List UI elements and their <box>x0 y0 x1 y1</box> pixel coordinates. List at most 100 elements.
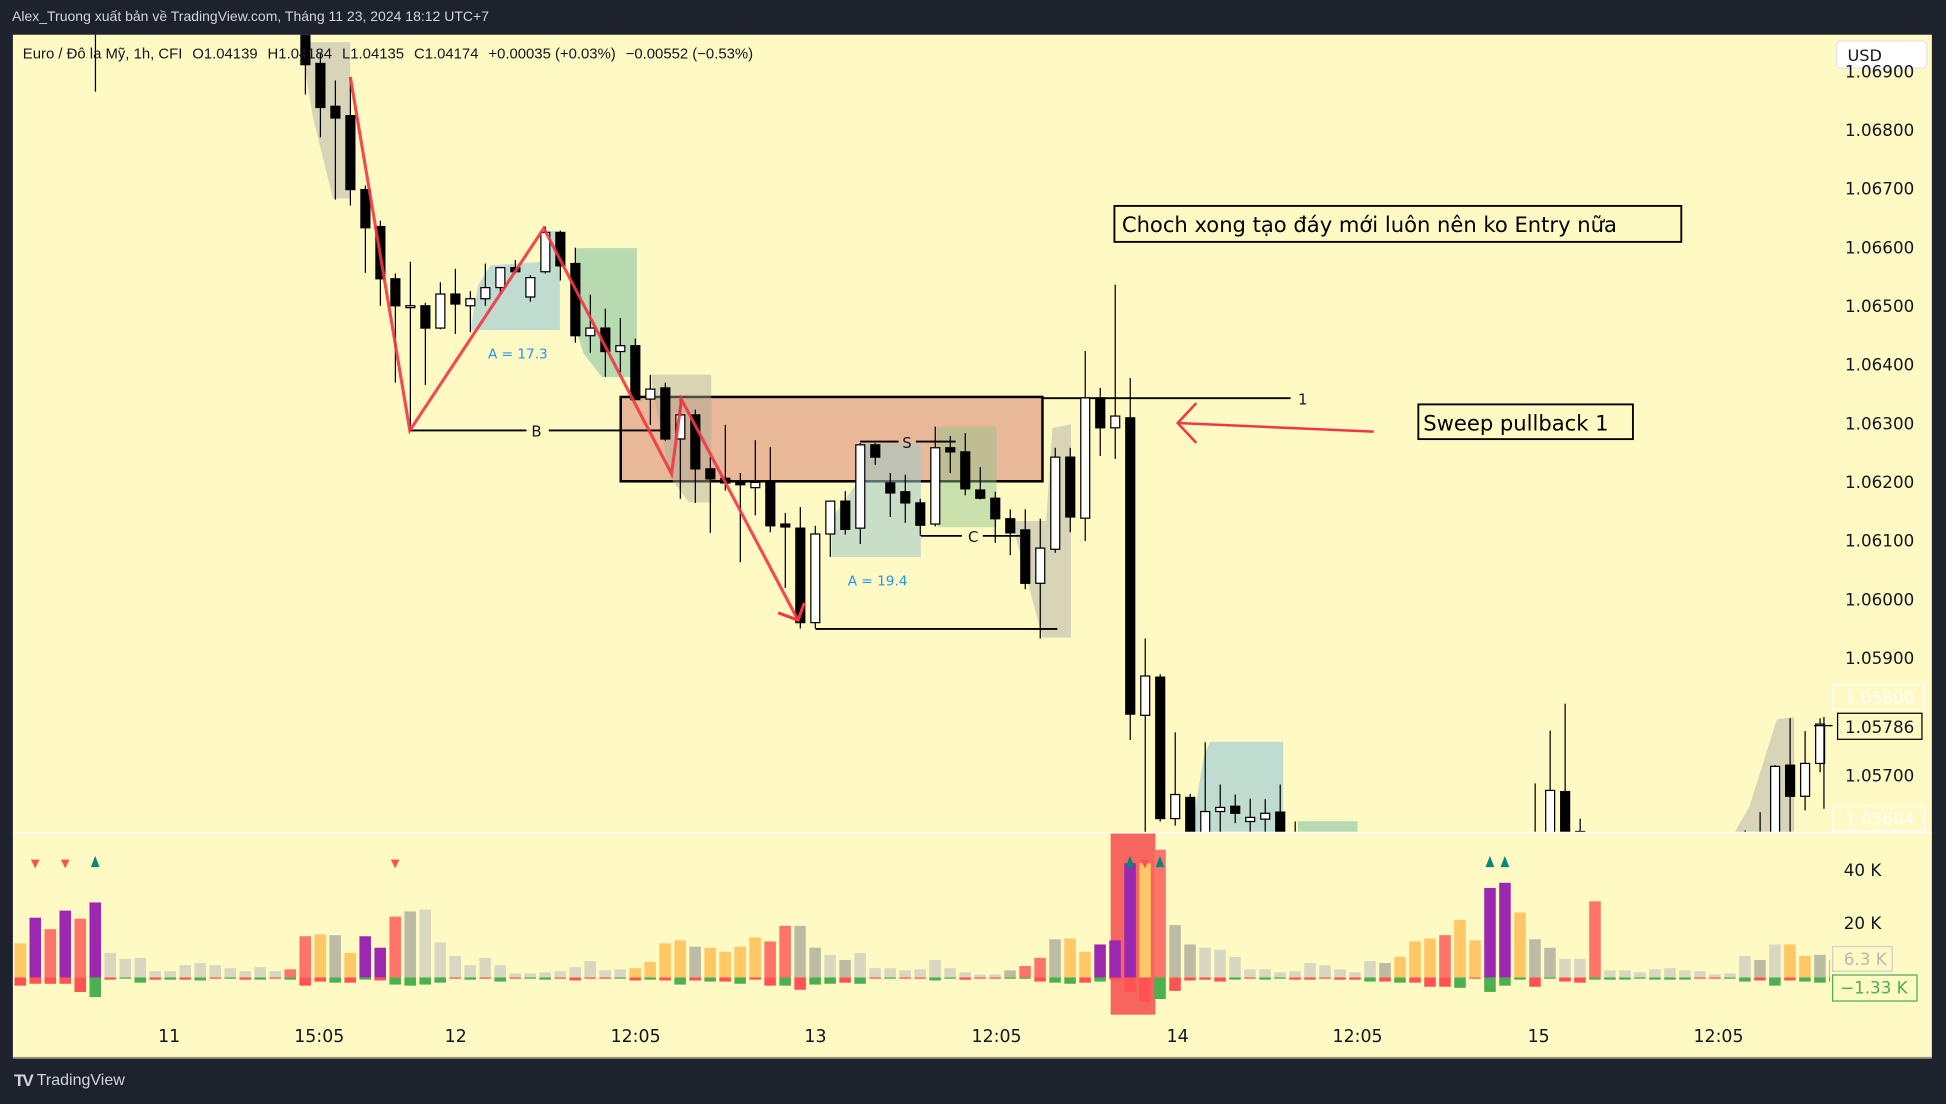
volume-bar <box>1004 970 1016 978</box>
delta-bar <box>179 977 192 980</box>
current-price-label: 1.05786 <box>1814 712 1923 809</box>
label-s: S <box>902 434 911 452</box>
candle-body-up <box>810 533 821 624</box>
currency-button[interactable] <box>1835 40 1928 69</box>
price-tick: 1.05700 <box>1845 765 1914 785</box>
volume-bar <box>1244 969 1256 978</box>
candle <box>1050 447 1061 553</box>
delta-bar <box>1154 977 1166 1000</box>
svg-text:6.3 K: 6.3 K <box>1844 949 1888 969</box>
volume-bar <box>704 947 716 978</box>
delta-bar <box>1079 977 1091 983</box>
delta-bar <box>989 977 1001 979</box>
volume-bar <box>974 974 986 978</box>
delta-bar <box>1619 977 1631 980</box>
volume-bar <box>1634 972 1646 978</box>
candle-body-down <box>960 451 971 490</box>
candle-body-up <box>525 276 536 298</box>
delta-bar <box>1349 977 1361 980</box>
volume-bar <box>689 946 701 978</box>
delta-bar <box>1829 977 1831 982</box>
zone-green-3 <box>1297 821 1358 833</box>
triangle-up-icon <box>1500 855 1510 868</box>
delta-bar <box>1814 977 1826 983</box>
candle <box>615 318 626 373</box>
delta-bar <box>494 977 506 982</box>
candle <box>1294 821 1296 833</box>
delta-bar <box>1679 977 1691 980</box>
candle <box>1534 783 1536 833</box>
volume-value-label: 6.3 K <box>1832 945 1893 972</box>
volume-bar <box>509 973 521 978</box>
candle <box>1230 794 1241 824</box>
delta-bar <box>1709 977 1721 979</box>
price-tick: 1.06400 <box>1845 355 1914 375</box>
currency-label: USD <box>1848 46 1882 65</box>
delta-bar <box>194 977 207 981</box>
candle <box>765 447 776 533</box>
candle <box>1035 518 1046 639</box>
candle <box>750 440 761 516</box>
volume-bar <box>554 971 566 978</box>
delta-bar <box>689 977 701 981</box>
candle-body-up <box>1245 816 1256 823</box>
delta-bar <box>149 977 162 980</box>
candle-body-up <box>930 447 941 525</box>
tradingview-footer[interactable]: TV TradingView <box>14 1071 125 1091</box>
candle-body-down <box>1005 518 1016 534</box>
candle-body-up <box>1815 723 1826 765</box>
candle <box>330 80 341 200</box>
candle-body-up <box>1770 765 1781 833</box>
candle <box>1215 784 1226 833</box>
pane-separator[interactable] <box>12 831 1932 834</box>
volume-bar <box>164 971 177 978</box>
candle <box>1095 387 1106 456</box>
candle-body-up <box>585 327 596 337</box>
delta-bar <box>944 977 956 979</box>
delta-bar <box>629 977 641 981</box>
delta-bar <box>1424 977 1436 987</box>
candle <box>94 34 97 92</box>
arrow-drawing[interactable] <box>1175 402 1374 444</box>
symbol-legend[interactable]: Euro / Đô la Mỹ, 1h, CFI O1.04139 H1.04184… <box>23 46 753 62</box>
zigzag-line[interactable] <box>348 76 800 621</box>
candle <box>585 294 596 353</box>
volume-bar <box>14 943 27 978</box>
volume-bar <box>1139 863 1151 978</box>
volume-bar <box>1709 974 1721 978</box>
delta-bar <box>854 977 866 984</box>
volume-bar <box>1649 969 1661 978</box>
volume-bar <box>944 968 956 978</box>
volume-bar <box>644 961 656 978</box>
candle-body-up <box>1110 415 1121 429</box>
candle-body-down <box>1230 805 1241 814</box>
volume-bar <box>1349 972 1361 978</box>
candle <box>360 185 371 273</box>
delta-bar <box>569 977 581 981</box>
candle <box>1125 377 1136 740</box>
delta-bar <box>1034 977 1046 982</box>
candle <box>975 467 986 500</box>
delta-bar <box>584 977 596 979</box>
volume-bar <box>1319 965 1331 978</box>
price-tick: 1.05900 <box>1845 648 1914 668</box>
delta-bar <box>1094 977 1106 982</box>
delta-bar <box>74 977 87 992</box>
price-axis[interactable]: USD 1.06900 1.06800 1.06700 1.06600 1.06500 1… <box>1835 40 1928 785</box>
delta-bar <box>1364 977 1376 982</box>
candle-body-down <box>450 293 461 305</box>
volume-bar <box>284 969 296 978</box>
volume-bar <box>1109 940 1121 978</box>
candle-body-up <box>1050 456 1061 550</box>
price-tick: 1.06100 <box>1845 531 1914 551</box>
volume-bar <box>329 935 341 978</box>
delta-bar <box>1739 977 1751 982</box>
time-label: 12:05 <box>1333 1027 1383 1047</box>
delta-bar <box>269 977 281 979</box>
time-axis[interactable]: 11 15:05 12 12:05 13 12:05 14 12:05 15 1… <box>158 1027 1743 1047</box>
note-sweep[interactable]: Sweep pullback 1 <box>1417 403 1634 441</box>
candle-body-down <box>360 188 371 229</box>
note-choch[interactable]: Choch xong tạo đáy mới luôn nên ko Entry… <box>1113 204 1683 243</box>
volume-bar <box>929 960 941 978</box>
